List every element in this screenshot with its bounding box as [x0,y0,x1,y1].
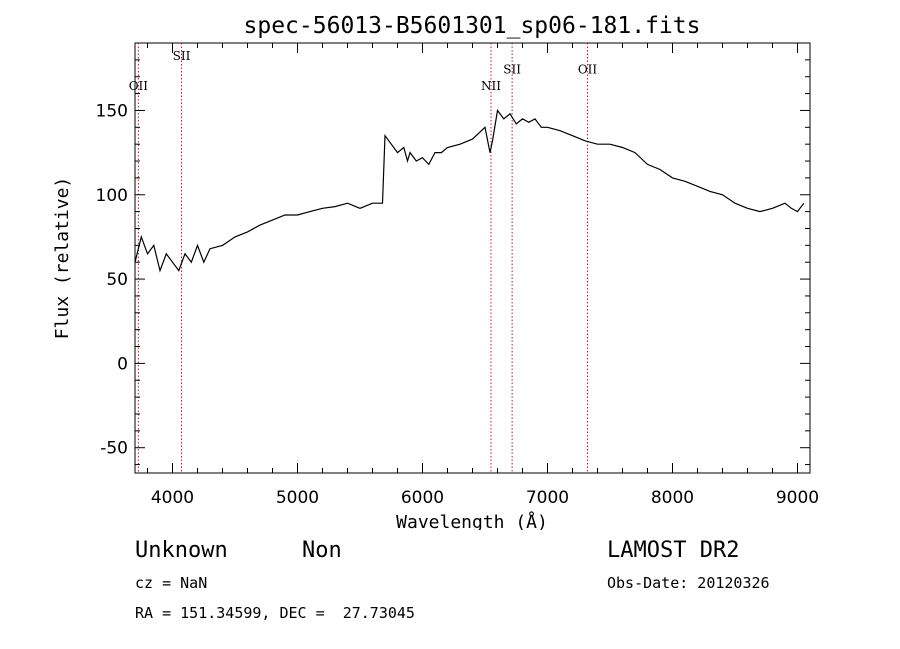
y-axis-label: Flux (relative) [52,177,73,340]
series-line-0 [134,109,805,273]
y-tick-label-2: 50 [106,270,128,290]
y-tick-label-0: -50 [100,439,128,459]
plot-frame [134,42,811,474]
x-tick-label-0: 4000 [151,488,194,508]
y-tick-label-4: 150 [96,101,128,121]
x-tick-label-4: 8000 [651,488,694,508]
y-tick-label-3: 100 [96,186,128,206]
line-label-2: NII [481,79,501,93]
x-tick-label-5: 9000 [776,488,819,508]
spectrum-chart: spec-56013-B5601301_sp06-181.fits OII SII… [52,13,819,530]
line-label-4: OII [578,62,598,76]
cz-value: cz = NaN [135,574,208,592]
y-axis-ticks: -50 0 50 100 150 [96,59,810,466]
spectrum-series [134,109,805,273]
x-tick-label-1: 5000 [276,488,319,508]
x-axis-ticks: 4000 5000 6000 7000 8000 9000 [147,43,819,508]
x-axis-label: Wavelength (Å) [396,511,548,530]
x-tick-label-3: 7000 [526,488,569,508]
y-tick-label-1: 0 [117,354,128,374]
obs-date: Obs-Date: 20120326 [607,574,770,592]
chart-title: spec-56013-B5601301_sp06-181.fits [244,13,701,39]
line-label-3: SII [503,62,521,76]
ra-dec-coords: RA = 151.34599, DEC = 27.73045 [135,604,415,622]
line-label-0: OII [129,79,149,93]
classification-label: Unknown [135,538,228,563]
subclass-label: Non [302,538,342,563]
survey-label: LAMOST DR2 [607,538,740,563]
line-label-1: SII [173,49,191,63]
x-tick-label-2: 6000 [401,488,444,508]
